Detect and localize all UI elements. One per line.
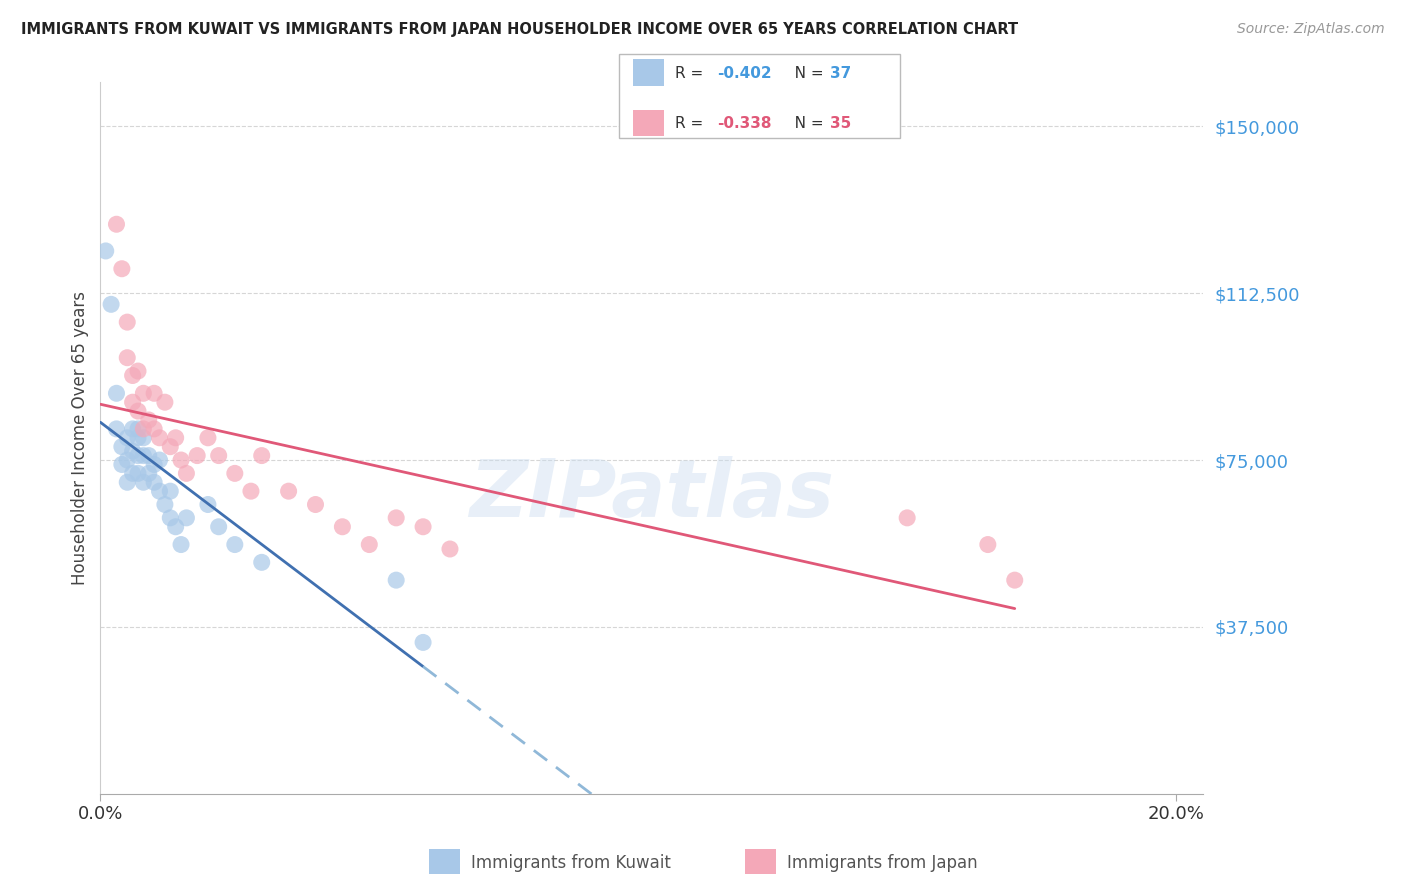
Point — [121, 368, 143, 383]
Point — [165, 431, 187, 445]
Point — [148, 431, 170, 445]
Point — [159, 484, 181, 499]
Point — [127, 431, 149, 445]
Point — [143, 475, 166, 490]
Text: -0.338: -0.338 — [717, 117, 772, 131]
Text: N =: N = — [780, 66, 828, 80]
Point — [132, 386, 155, 401]
Text: R =: R = — [675, 66, 709, 80]
Point — [170, 453, 193, 467]
Point — [117, 475, 139, 490]
Text: 37: 37 — [830, 66, 851, 80]
Point — [412, 635, 434, 649]
Point — [127, 449, 149, 463]
Y-axis label: Householder Income Over 65 years: Householder Income Over 65 years — [72, 291, 89, 585]
Point — [121, 467, 143, 481]
Point — [896, 511, 918, 525]
Text: Immigrants from Kuwait: Immigrants from Kuwait — [471, 854, 671, 871]
Point — [250, 449, 273, 463]
Point — [143, 422, 166, 436]
Text: ZIPatlas: ZIPatlas — [470, 456, 834, 533]
Point — [159, 440, 181, 454]
Point — [117, 351, 139, 365]
Point — [132, 475, 155, 490]
Point — [385, 511, 408, 525]
Point — [186, 449, 208, 463]
Point — [197, 431, 219, 445]
Point — [143, 458, 166, 472]
Point — [127, 404, 149, 418]
Text: Source: ZipAtlas.com: Source: ZipAtlas.com — [1237, 22, 1385, 37]
Point — [170, 537, 193, 551]
Point — [138, 467, 160, 481]
Point — [132, 449, 155, 463]
Point — [138, 413, 160, 427]
Point — [250, 555, 273, 569]
Text: R =: R = — [675, 117, 709, 131]
Point — [197, 498, 219, 512]
Point — [385, 573, 408, 587]
Point — [121, 395, 143, 409]
Text: -0.402: -0.402 — [717, 66, 772, 80]
Point — [359, 537, 381, 551]
Point — [176, 467, 198, 481]
Point — [127, 467, 149, 481]
Point — [121, 444, 143, 458]
Point — [304, 498, 326, 512]
Point — [132, 422, 155, 436]
Point — [132, 431, 155, 445]
Point — [439, 541, 461, 556]
Point — [153, 498, 176, 512]
Point — [159, 511, 181, 525]
Point — [111, 458, 134, 472]
Point — [111, 440, 134, 454]
Point — [208, 449, 231, 463]
Point — [277, 484, 299, 499]
Point — [138, 449, 160, 463]
Point — [332, 520, 354, 534]
Point — [127, 422, 149, 436]
Point — [94, 244, 117, 258]
Point — [153, 395, 176, 409]
Point — [143, 386, 166, 401]
Point — [117, 431, 139, 445]
Point — [117, 315, 139, 329]
Point — [105, 422, 128, 436]
Text: N =: N = — [780, 117, 828, 131]
Text: Immigrants from Japan: Immigrants from Japan — [787, 854, 979, 871]
Point — [239, 484, 262, 499]
Point — [412, 520, 434, 534]
Point — [127, 364, 149, 378]
Point — [148, 453, 170, 467]
Text: IMMIGRANTS FROM KUWAIT VS IMMIGRANTS FROM JAPAN HOUSEHOLDER INCOME OVER 65 YEARS: IMMIGRANTS FROM KUWAIT VS IMMIGRANTS FRO… — [21, 22, 1018, 37]
Point — [148, 484, 170, 499]
Point — [224, 467, 246, 481]
Point — [100, 297, 122, 311]
Point — [977, 537, 1000, 551]
Point — [165, 520, 187, 534]
Point — [224, 537, 246, 551]
Point — [1004, 573, 1026, 587]
Point — [121, 422, 143, 436]
Text: 35: 35 — [830, 117, 851, 131]
Point — [176, 511, 198, 525]
Point — [208, 520, 231, 534]
Point — [105, 217, 128, 231]
Point — [117, 453, 139, 467]
Point — [111, 261, 134, 276]
Point — [105, 386, 128, 401]
